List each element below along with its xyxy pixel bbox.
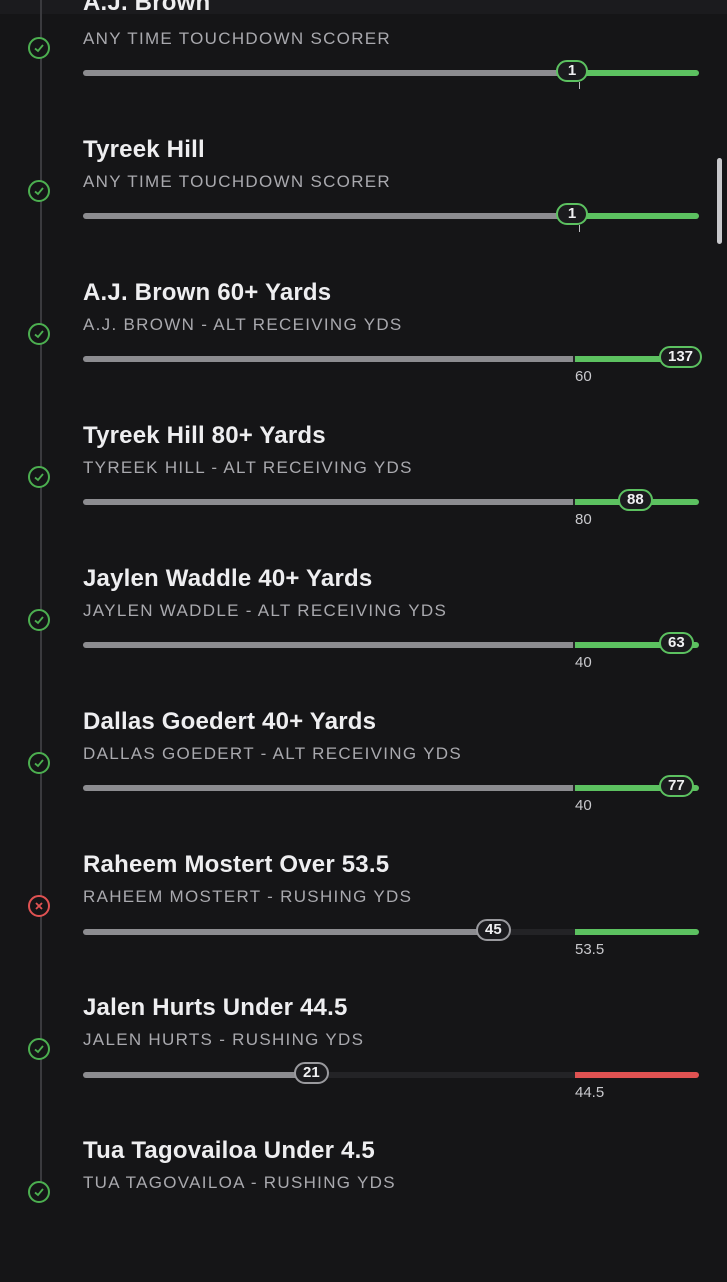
bet-leg[interactable]: A.J. Brown ANY TIME TOUCHDOWN SCORER 1 [0,0,727,138]
result-badge: 77 [659,775,694,797]
bet-leg[interactable]: Tyreek Hill 80+ Yards TYREEK HILL - ALT … [0,422,727,567]
leg-subtitle: RAHEEM MOSTERT - RUSHING YDS [83,887,413,906]
leg-subtitle: TYREEK HILL - ALT RECEIVING YDS [83,458,413,477]
leg-title: Tyreek Hill [83,136,205,163]
leg-subtitle: A.J. BROWN - ALT RECEIVING YDS [83,315,403,334]
check-icon [28,752,50,774]
x-icon [28,895,50,917]
check-icon [28,180,50,202]
bet-leg[interactable]: Raheem Mostert Over 53.5 RAHEEM MOSTERT … [0,851,727,996]
line-segment [574,70,699,76]
result-badge: 1 [556,60,588,82]
progress-fill [83,70,574,76]
line-segment [575,785,699,791]
progress-track: 63 40 [83,632,699,671]
leg-title: Raheem Mostert Over 53.5 [83,851,390,878]
line-segment [575,356,699,362]
line-value: 44.5 [575,1084,605,1101]
leg-title: Tua Tagovailoa Under 4.5 [83,1137,375,1164]
leg-title: Tyreek Hill 80+ Yards [83,422,326,449]
progress-track: 1 [83,203,699,232]
leg-title: Dallas Goedert 40+ Yards [83,708,377,735]
line-tick [579,225,580,232]
progress-fill [83,356,573,362]
progress-fill [83,785,573,791]
leg-subtitle: JAYLEN WADDLE - ALT RECEIVING YDS [83,601,448,620]
progress-fill [83,213,574,219]
result-badge: 1 [556,203,588,225]
leg-title: A.J. Brown [83,0,211,16]
line-segment [574,213,699,219]
check-icon [28,323,50,345]
result-badge: 63 [659,632,694,654]
leg-title: A.J. Brown 60+ Yards [83,279,332,306]
progress-track: 88 80 [83,489,699,528]
status-bar [0,0,727,14]
leg-subtitle: ANY TIME TOUCHDOWN SCORER [83,29,391,48]
progress-track: 137 60 [83,346,703,385]
result-badge: 88 [618,489,653,511]
check-icon [28,37,50,59]
bet-leg[interactable]: Tua Tagovailoa Under 4.5 TUA TAGOVAILOA … [0,1137,727,1282]
line-segment [575,1072,699,1078]
scrollbar[interactable] [717,158,722,244]
line-value: 60 [575,368,592,385]
progress-fill [83,929,493,935]
bet-leg[interactable]: Jaylen Waddle 40+ Yards JAYLEN WADDLE - … [0,565,727,710]
progress-track: 45 53.5 [83,919,699,958]
line-segment [575,642,699,648]
bet-leg[interactable]: Dallas Goedert 40+ Yards DALLAS GOEDERT … [0,708,727,853]
leg-subtitle: TUA TAGOVAILOA - RUSHING YDS [83,1173,396,1192]
check-icon [28,1038,50,1060]
leg-subtitle: ANY TIME TOUCHDOWN SCORER [83,172,391,191]
leg-subtitle: DALLAS GOEDERT - ALT RECEIVING YDS [83,744,462,763]
leg-title: Jaylen Waddle 40+ Yards [83,565,373,592]
line-value: 53.5 [575,941,605,958]
line-value: 40 [575,654,592,671]
check-icon [28,609,50,631]
result-badge: 137 [659,346,703,368]
bet-leg[interactable]: Jalen Hurts Under 44.5 JALEN HURTS - RUS… [0,994,727,1139]
line-value: 80 [575,511,592,528]
bet-leg[interactable]: Tyreek Hill ANY TIME TOUCHDOWN SCORER 1 [0,136,727,281]
bet-leg[interactable]: A.J. Brown 60+ Yards A.J. BROWN - ALT RE… [0,279,727,424]
progress-track: 77 40 [83,775,699,814]
result-badge: 21 [294,1062,329,1084]
leg-subtitle: JALEN HURTS - RUSHING YDS [83,1030,365,1049]
check-icon [28,466,50,488]
progress-fill [83,499,573,505]
progress-track: 1 [83,60,699,89]
line-value: 40 [575,797,592,814]
leg-title: Jalen Hurts Under 44.5 [83,994,348,1021]
progress-track: 21 44.5 [83,1062,699,1101]
progress-fill [83,1072,313,1078]
result-badge: 45 [476,919,511,941]
timeline-line [40,0,42,1200]
progress-fill [83,642,573,648]
line-segment [575,929,699,935]
line-tick [579,82,580,89]
